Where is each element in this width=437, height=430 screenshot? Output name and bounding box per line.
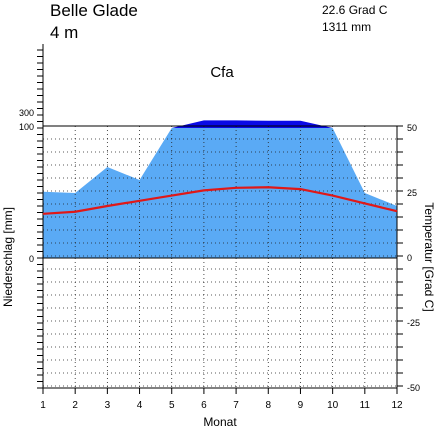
x-tick-label: 6 xyxy=(201,400,207,411)
precipitation-area xyxy=(43,128,397,258)
annual-precipitation: 1311 mm xyxy=(322,20,371,34)
x-tick-label: 7 xyxy=(233,400,239,411)
x-tick-label: 1 xyxy=(40,400,46,411)
humid-precipitation-area xyxy=(171,120,333,128)
mean-temperature: 22.6 Grad C xyxy=(322,3,388,17)
x-tick-label: 4 xyxy=(137,400,143,411)
temp-tick-label: -50 xyxy=(407,383,420,393)
x-tick-label: 5 xyxy=(169,400,175,411)
x-tick-label: 2 xyxy=(72,400,78,411)
x-tick-label: 3 xyxy=(105,400,111,411)
left-axis-title: Niederschlag [mm] xyxy=(1,207,15,307)
temp-tick-label: 50 xyxy=(407,123,417,133)
x-tick-label: 10 xyxy=(327,400,339,411)
precip-tick-label: 100 xyxy=(19,122,34,132)
right-axis-title: Temperatur [Grad C] xyxy=(422,202,436,311)
temp-tick-label: 25 xyxy=(407,188,417,198)
station-name: Belle Glade xyxy=(50,1,138,20)
station-elevation: 4 m xyxy=(50,23,78,42)
climate-classification: Cfa xyxy=(210,64,234,81)
x-tick-label: 8 xyxy=(265,400,271,411)
x-axis-title: Monat xyxy=(203,415,237,429)
temp-tick-label: -25 xyxy=(407,318,420,328)
x-tick-label: 12 xyxy=(391,400,403,411)
x-tick-label: 11 xyxy=(360,400,371,411)
temp-tick-label: 0 xyxy=(407,253,412,263)
precip-tick-label: 0 xyxy=(29,254,34,264)
precip-tick-label: 300 xyxy=(19,108,34,118)
grid xyxy=(43,126,397,388)
x-tick-label: 9 xyxy=(298,400,304,411)
temperature-line xyxy=(42,186,398,215)
